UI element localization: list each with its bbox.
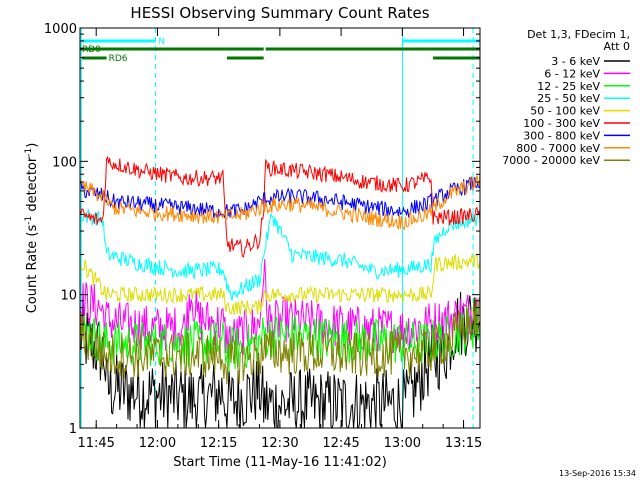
legend-header-line-1: Det 1,3, FDecim 1, xyxy=(527,28,630,41)
series-line-9 xyxy=(79,296,481,385)
y-tick-label: 1000 xyxy=(44,22,77,37)
legend-label-6: 100 - 300 keV xyxy=(523,117,600,130)
plot-area: N RD0 RD6 xyxy=(79,28,481,430)
x-tick-label: 12:45 xyxy=(322,436,359,451)
y-tick-label: 1 xyxy=(69,422,77,437)
legend-label-3: 12 - 25 keV xyxy=(537,80,600,93)
legend-label-1: 3 - 6 keV xyxy=(551,55,600,68)
series-line-1 xyxy=(79,291,481,430)
legend-label-5: 50 - 100 keV xyxy=(530,105,600,118)
x-tick-label: 13:15 xyxy=(445,436,482,451)
legend-label-2: 6 - 12 keV xyxy=(544,67,600,80)
y-axis-label: Count Rate (s-1 detector-1) xyxy=(24,143,40,314)
flag-label-rd6: RD6 xyxy=(109,54,128,64)
series-line-8 xyxy=(79,175,481,231)
flag-label-n: N xyxy=(158,37,165,47)
x-tick-label: 12:15 xyxy=(200,436,237,451)
chart-title: HESSI Observing Summary Count Rates xyxy=(130,4,429,22)
legend-header-line-2: Att 0 xyxy=(604,40,630,53)
x-axis-label: Start Time (11-May-16 11:41:02) xyxy=(173,455,387,470)
legend-label-7: 300 - 800 keV xyxy=(523,129,600,142)
series-line-5 xyxy=(79,253,481,316)
timestamp: 13-Sep-2016 15:34 xyxy=(559,469,636,478)
x-axis: 11:45 12:00 12:15 12:30 12:45 13:00 13:15 xyxy=(77,28,482,451)
x-tick-label: 13:00 xyxy=(384,436,421,451)
x-tick-label: 12:00 xyxy=(139,436,176,451)
series-line-7 xyxy=(79,176,481,219)
legend-label-9: 7000 - 20000 keV xyxy=(502,154,600,167)
series-line-6 xyxy=(79,155,481,259)
x-tick-label: 12:30 xyxy=(261,436,298,451)
y-tick-label: 10 xyxy=(60,289,77,304)
x-tick-label: 11:45 xyxy=(77,436,114,451)
legend-label-4: 25 - 50 keV xyxy=(537,92,600,105)
legend-label-8: 800 - 7000 keV xyxy=(516,142,600,155)
y-tick-label: 100 xyxy=(52,155,77,170)
flag-label-rd0: RD0 xyxy=(82,45,101,55)
y-axis: 1 10 100 1000 xyxy=(44,22,480,437)
series-line-4 xyxy=(79,207,481,301)
